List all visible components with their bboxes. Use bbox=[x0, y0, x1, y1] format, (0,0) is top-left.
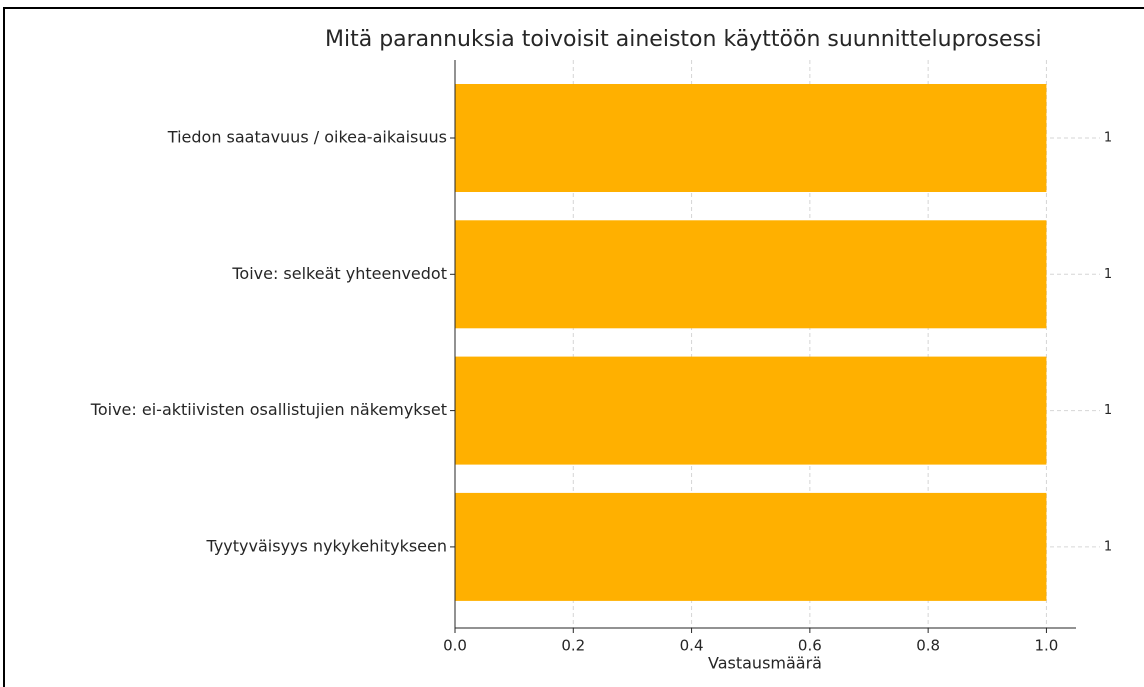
value-label: 1 bbox=[1104, 539, 1112, 554]
value-label: 1 bbox=[1104, 403, 1112, 418]
x-tick-label: 0.2 bbox=[561, 637, 585, 655]
bar bbox=[455, 492, 1047, 601]
y-tick-label: Toive: ei-aktiivisten osallistujien näke… bbox=[90, 400, 447, 419]
bar bbox=[455, 356, 1047, 465]
bar bbox=[455, 84, 1047, 192]
bar bbox=[455, 220, 1047, 329]
x-tick-label: 1.0 bbox=[1034, 637, 1058, 655]
x-tick-label: 0.6 bbox=[798, 637, 822, 655]
x-axis-label: Vastausmäärä bbox=[708, 654, 822, 673]
y-tick-label: Tiedon saatavuus / oikea-aikaisuus bbox=[167, 128, 447, 147]
x-tick-label: 0.8 bbox=[916, 637, 940, 655]
y-tick-label: Tyytyväisyys nykykehitykseen bbox=[206, 536, 447, 555]
chart-title: Mitä parannuksia toivoisit aineiston käy… bbox=[325, 27, 1042, 52]
y-tick-label: Toive: selkeät yhteenvedot bbox=[231, 264, 447, 283]
value-label: 1 bbox=[1104, 131, 1112, 146]
value-label: 1 bbox=[1104, 267, 1112, 282]
x-tick-label: 0.4 bbox=[680, 637, 704, 655]
x-tick-label: 0.0 bbox=[443, 637, 467, 655]
